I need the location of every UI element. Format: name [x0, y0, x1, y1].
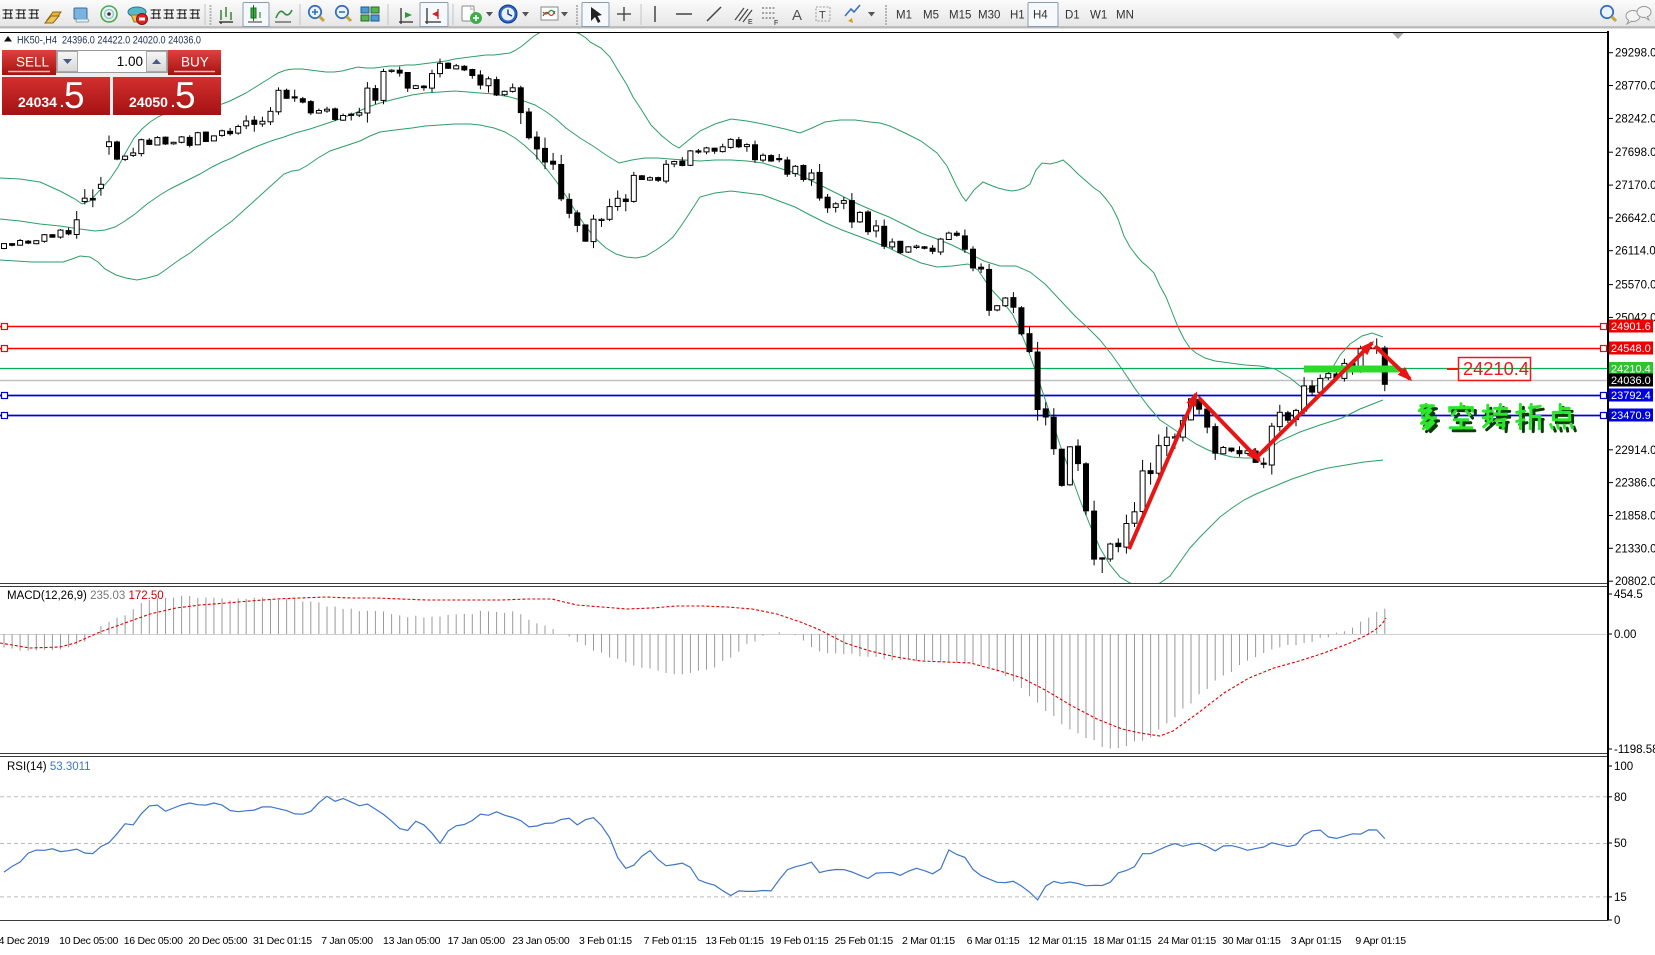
svg-text:27698.0: 27698.0 [1615, 147, 1655, 159]
svg-text:80: 80 [1614, 792, 1627, 804]
svg-text:10 Dec 05:00: 10 Dec 05:00 [59, 935, 118, 947]
svg-text:18 Mar 01:15: 18 Mar 01:15 [1093, 935, 1152, 947]
svg-text:24210.4: 24210.4 [1463, 358, 1529, 379]
svg-text:E: E [748, 19, 753, 26]
svg-text:7 Jan 05:00: 7 Jan 05:00 [321, 935, 373, 947]
svg-text:6 Mar 01:15: 6 Mar 01:15 [967, 935, 1020, 947]
svg-text:3 Apr 01:15: 3 Apr 01:15 [1291, 935, 1342, 947]
svg-text:M15: M15 [949, 10, 971, 22]
svg-text:20 Dec 05:00: 20 Dec 05:00 [188, 935, 247, 947]
svg-text:H4: H4 [1033, 10, 1048, 22]
svg-text:0.00: 0.00 [1614, 629, 1636, 641]
svg-text:24548.0: 24548.0 [1611, 343, 1651, 355]
svg-text:5: 5 [175, 75, 196, 116]
svg-text:23470.9: 23470.9 [1611, 410, 1651, 422]
svg-text:7 Feb 01:15: 7 Feb 01:15 [644, 935, 697, 947]
svg-text:25 Feb 01:15: 25 Feb 01:15 [835, 935, 894, 947]
svg-text:24050: 24050 [129, 94, 168, 110]
svg-text:24034: 24034 [18, 94, 57, 110]
svg-text:1.00: 1.00 [117, 54, 143, 69]
svg-text:25570.0: 25570.0 [1615, 280, 1655, 292]
svg-text:22914.0: 22914.0 [1615, 445, 1655, 457]
svg-text:3 Feb 01:15: 3 Feb 01:15 [579, 935, 632, 947]
svg-text:-1198.58: -1198.58 [1614, 744, 1655, 756]
svg-text:2 Mar 01:15: 2 Mar 01:15 [902, 935, 955, 947]
svg-text:SELL: SELL [16, 55, 50, 70]
svg-text:24036.0: 24036.0 [1611, 375, 1651, 387]
svg-text:T: T [819, 10, 826, 22]
svg-text:H1: H1 [1010, 10, 1025, 22]
svg-text:HK50-,H4 24396.0 24422.0 2402: HK50-,H4 24396.0 24422.0 24020.0 24036.0 [17, 35, 201, 47]
svg-text:F: F [774, 20, 778, 27]
svg-text:27170.0: 27170.0 [1615, 180, 1655, 192]
svg-text:RSI(14) 53.3011: RSI(14) 53.3011 [7, 761, 91, 773]
svg-text:16 Dec 05:00: 16 Dec 05:00 [124, 935, 183, 947]
svg-text:W1: W1 [1090, 10, 1107, 22]
svg-text:26114.0: 26114.0 [1615, 246, 1655, 258]
svg-text:13 Feb 01:15: 13 Feb 01:15 [705, 935, 764, 947]
svg-text:A: A [792, 7, 802, 24]
svg-text:23792.4: 23792.4 [1611, 390, 1651, 402]
svg-text:9 Apr 01:15: 9 Apr 01:15 [1355, 935, 1406, 947]
svg-text:20802.0: 20802.0 [1615, 576, 1655, 588]
svg-text:M1: M1 [896, 10, 912, 22]
svg-text:15: 15 [1614, 892, 1627, 904]
svg-text:19 Feb 01:15: 19 Feb 01:15 [770, 935, 829, 947]
svg-text:MACD(12,26,9) 235.03 172.50: MACD(12,26,9) 235.03 172.50 [7, 590, 164, 602]
svg-text:5: 5 [64, 75, 85, 116]
svg-text:454.5: 454.5 [1614, 589, 1643, 601]
svg-text:29298.0: 29298.0 [1615, 48, 1655, 60]
svg-text:28770.0: 28770.0 [1615, 81, 1655, 93]
svg-text:13 Jan 05:00: 13 Jan 05:00 [383, 935, 441, 947]
svg-text:21858.0: 21858.0 [1615, 511, 1655, 523]
svg-text:100: 100 [1614, 761, 1633, 773]
svg-text:4 Dec 2019: 4 Dec 2019 [0, 935, 50, 947]
svg-text:17 Jan 05:00: 17 Jan 05:00 [448, 935, 506, 947]
svg-text:BUY: BUY [181, 55, 209, 70]
svg-text:28242.0: 28242.0 [1615, 113, 1655, 125]
svg-text:21330.0: 21330.0 [1615, 543, 1655, 555]
svg-text:D1: D1 [1065, 10, 1080, 22]
svg-text:12 Mar 01:15: 12 Mar 01:15 [1028, 935, 1087, 947]
svg-text:24901.6: 24901.6 [1611, 321, 1651, 333]
svg-text:M30: M30 [978, 10, 1000, 22]
svg-text:MN: MN [1116, 10, 1134, 22]
svg-text:50: 50 [1614, 838, 1627, 850]
svg-text:23 Jan 05:00: 23 Jan 05:00 [512, 935, 570, 947]
svg-text:M5: M5 [923, 10, 939, 22]
svg-text:30 Mar 01:15: 30 Mar 01:15 [1222, 935, 1281, 947]
svg-text:24 Mar 01:15: 24 Mar 01:15 [1158, 935, 1217, 947]
svg-text:31 Dec 01:15: 31 Dec 01:15 [253, 935, 312, 947]
svg-text:26642.0: 26642.0 [1615, 213, 1655, 225]
svg-text:0: 0 [1614, 915, 1620, 927]
svg-text:22386.0: 22386.0 [1615, 478, 1655, 490]
